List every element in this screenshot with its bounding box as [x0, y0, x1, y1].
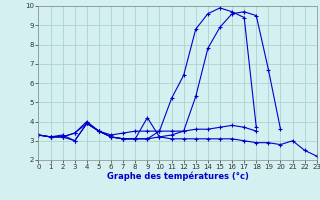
- X-axis label: Graphe des températures (°c): Graphe des températures (°c): [107, 172, 249, 181]
